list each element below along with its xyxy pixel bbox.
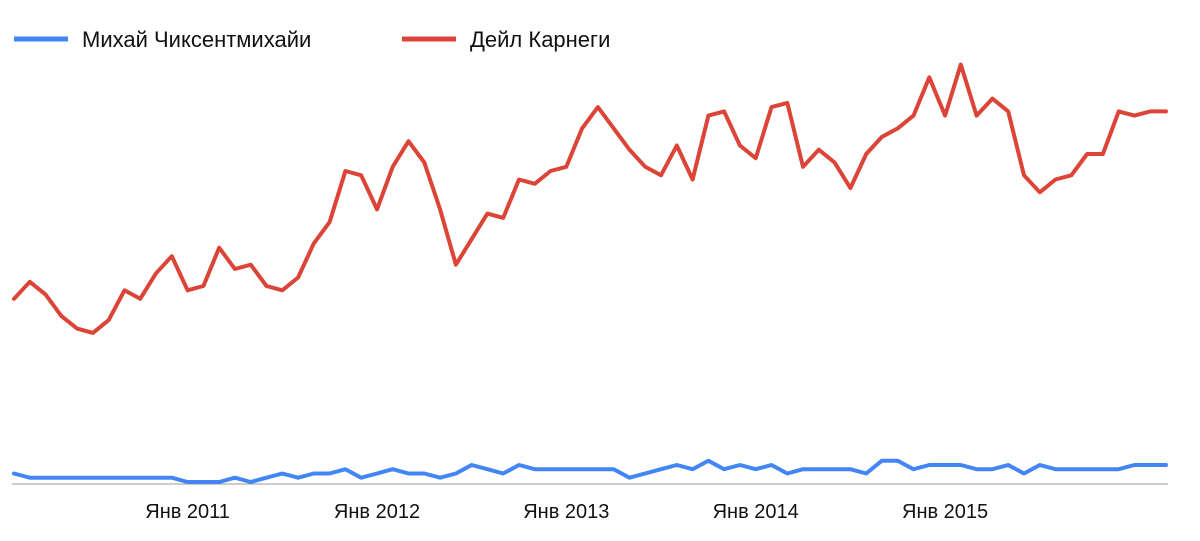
x-tick-label-3: Янв 2014: [713, 501, 799, 523]
x-tick-label-0: Янв 2011: [145, 501, 230, 523]
legend-item-series-1[interactable]: Дейл Карнеги: [402, 27, 610, 52]
series-line-1[interactable]: [12, 62, 1168, 335]
plot-lines: [12, 62, 1168, 484]
legend-item-series-0[interactable]: Михай Чиксентмихайи: [14, 27, 311, 52]
legend-label-series-0: Михай Чиксентмихайи: [82, 27, 311, 52]
x-axis-tick-labels: Янв 2011 Янв 2012 Янв 2013 Янв 2014 Янв 2015: [145, 501, 988, 523]
legend: Михай Чиксентмихайи Дейл Карнеги: [14, 27, 610, 52]
x-tick-label-2: Янв 2013: [523, 501, 609, 523]
legend-label-series-1: Дейл Карнеги: [470, 27, 610, 52]
x-tick-label-4: Янв 2015: [902, 501, 988, 523]
x-tick-label-1: Янв 2012: [334, 501, 420, 523]
series-line-0[interactable]: [12, 458, 1168, 484]
